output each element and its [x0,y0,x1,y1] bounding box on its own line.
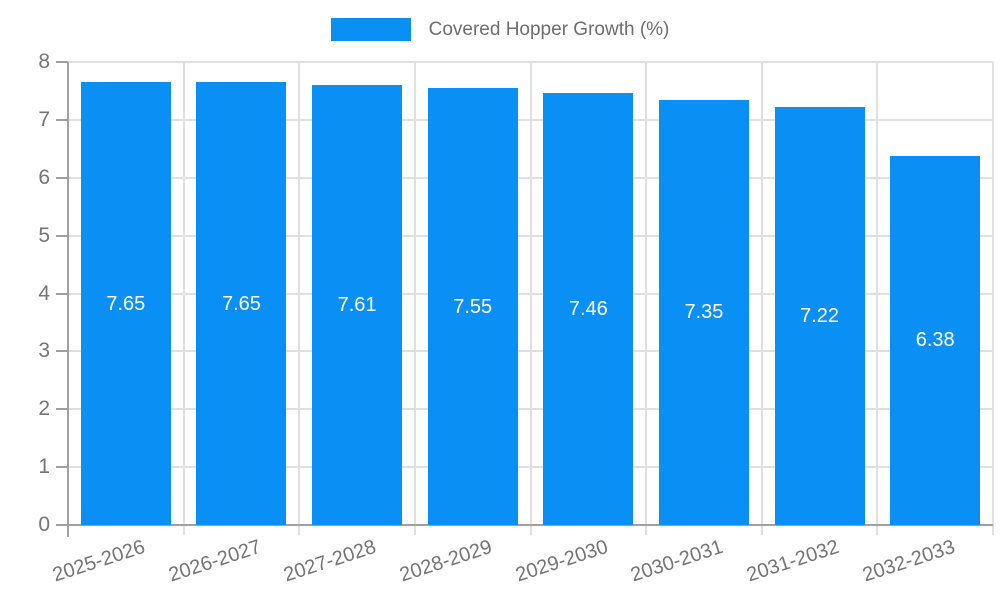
y-tick-label: 8 [38,50,50,73]
x-tick-label: 2031-2032 [743,535,842,587]
y-tick-mark [56,408,68,411]
x-gridline [645,62,648,535]
y-tick-label: 3 [38,339,50,363]
x-gridline [876,62,879,535]
x-gridline [182,62,185,535]
legend-item[interactable]: Covered Hopper Growth (%) [0,18,1000,41]
y-tick-label: 1 [38,455,50,479]
bar[interactable] [80,82,171,525]
y-tick-mark [56,292,68,295]
y-axis-line [67,62,69,537]
y-tick-mark [56,118,68,121]
bar[interactable] [890,155,981,525]
bar[interactable] [427,88,518,525]
x-gridline [298,62,301,535]
y-tick-label: 4 [38,281,50,305]
bar[interactable] [312,84,403,525]
bar[interactable] [774,107,865,525]
legend-swatch [330,18,411,41]
y-tick-mark [56,176,68,179]
x-tick-label: 2028-2029 [397,535,495,587]
bar[interactable] [658,99,749,525]
x-gridline [529,62,532,535]
y-tick-mark [56,61,68,63]
x-gridline [992,62,994,535]
y-tick-mark [56,350,68,353]
y-tick-label: 5 [38,223,50,247]
bar[interactable] [196,82,287,525]
x-tick-label: 2032-2033 [859,535,958,587]
x-tick-label: 2026-2027 [165,535,264,587]
y-tick-label: 7 [38,107,50,131]
legend-label: Covered Hopper Growth (%) [428,19,670,40]
x-gridline [413,62,416,535]
bar[interactable] [543,93,634,525]
x-tick-label: 2030-2031 [628,535,727,587]
x-tick-label: 2025-2026 [50,535,148,587]
y-tick-mark [56,466,68,469]
y-tick-label: 2 [38,397,50,421]
x-tick-label: 2029-2030 [512,535,611,587]
x-axis-line [56,524,993,526]
y-tick-mark [56,234,68,237]
x-tick-label: 2027-2028 [281,535,380,587]
y-tick-label: 6 [38,165,50,189]
y-tick-label: 0 [38,513,50,536]
x-gridline [760,62,763,535]
